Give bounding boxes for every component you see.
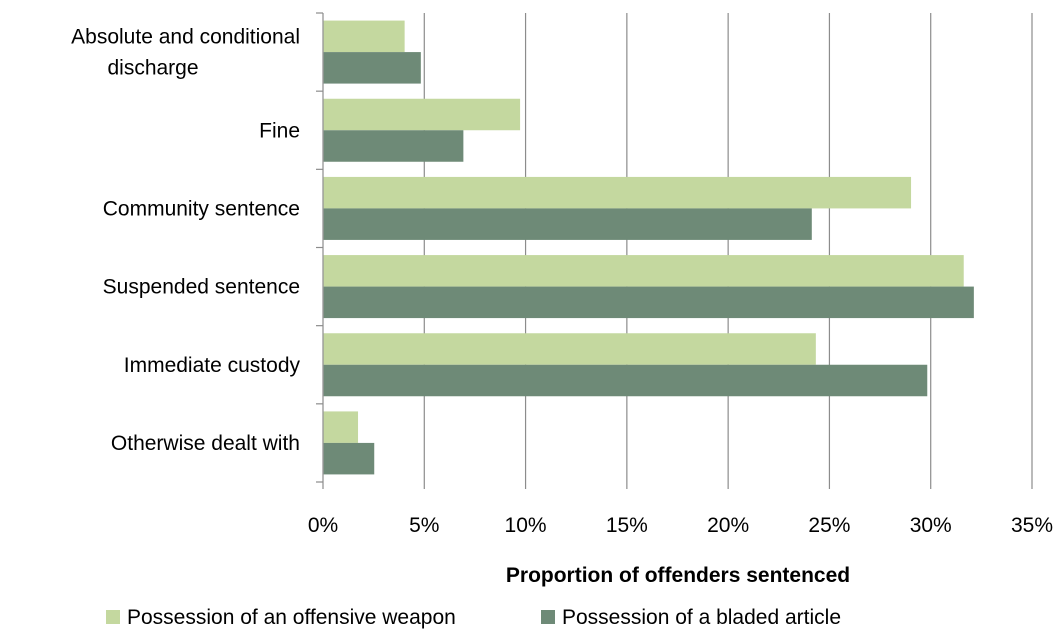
- axes: [316, 12, 1033, 489]
- gridlines: [423, 13, 1033, 482]
- legend-label: Possession of a bladed article: [562, 606, 841, 629]
- category-label: Suspended sentence: [103, 276, 300, 299]
- bar-offensive-weapon: [323, 98, 521, 131]
- bar-offensive-weapon: [323, 20, 405, 53]
- category-label: Fine: [259, 119, 300, 142]
- category-label: Community sentence: [103, 197, 300, 220]
- bar-offensive-weapon: [323, 333, 816, 365]
- x-tick-label: 10%: [505, 514, 547, 537]
- x-tick-label: 25%: [808, 514, 850, 537]
- bar-bladed-article: [323, 208, 812, 240]
- bar-offensive-weapon: [323, 176, 912, 209]
- legend-swatch: [541, 610, 555, 624]
- bar-bladed-article: [323, 442, 375, 475]
- x-tick-label: 30%: [910, 514, 952, 537]
- category-label: Immediate custody: [124, 354, 301, 377]
- legend: Possession of an offensive weapon Possess…: [106, 606, 841, 629]
- category-labels: Absolute and conditional discharge Fine Com…: [71, 26, 300, 455]
- category-label: discharge: [107, 57, 198, 80]
- category-label: Otherwise dealt with: [111, 432, 300, 455]
- bar-bladed-article: [323, 364, 928, 397]
- x-tick-labels: 0% 5% 10% 15% 20% 25% 30% 35%: [308, 514, 1053, 537]
- x-tick-label: 35%: [1011, 514, 1053, 537]
- x-tick-label: 5%: [409, 514, 439, 537]
- x-tick-label: 15%: [606, 514, 648, 537]
- x-tick-label: 0%: [308, 514, 338, 537]
- bar-bladed-article: [323, 130, 464, 162]
- bar-offensive-weapon: [323, 255, 964, 287]
- bar-bladed-article: [323, 52, 421, 84]
- x-axis-title: Proportion of offenders sentenced: [506, 564, 850, 587]
- x-tick-label: 20%: [707, 514, 749, 537]
- legend-label: Possession of an offensive weapon: [127, 606, 456, 629]
- bar-offensive-weapon: [323, 411, 359, 443]
- legend-swatch: [106, 610, 120, 624]
- category-label: Absolute and conditional: [71, 26, 300, 49]
- bars: [323, 20, 974, 475]
- bar-bladed-article: [323, 286, 974, 319]
